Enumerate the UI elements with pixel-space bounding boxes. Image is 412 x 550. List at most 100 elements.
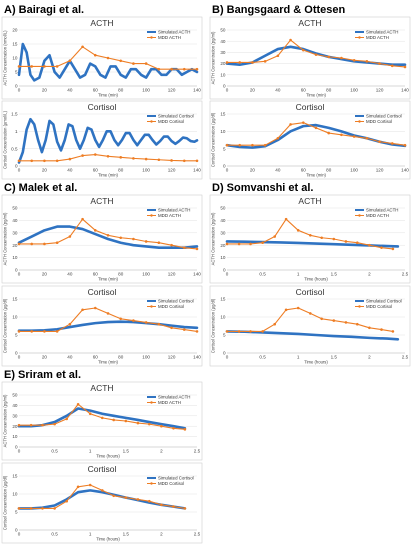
x-tick-label: 0.5	[259, 355, 266, 360]
mdd-data-point	[53, 507, 56, 510]
x-tick-label: 40	[67, 272, 73, 277]
y-tick-label: 20	[12, 243, 18, 248]
y-tick-label: 0	[15, 528, 18, 533]
mdd-data-point	[55, 330, 59, 333]
mdd-data-point	[309, 312, 312, 315]
mdd-data-point	[225, 330, 229, 333]
mdd-data-point	[380, 246, 383, 249]
mdd-data-point	[136, 421, 140, 425]
mdd-data-point	[106, 154, 110, 158]
mdd-data-point	[132, 237, 135, 241]
mdd-data-point	[17, 159, 21, 163]
mdd-data-point	[390, 64, 394, 68]
mdd-data-point	[68, 235, 72, 238]
x-tick-label: 80	[118, 272, 124, 277]
legend-label: MDD Cortisol	[158, 481, 184, 486]
mdd-data-point	[68, 322, 72, 326]
mdd-data-point	[88, 412, 92, 416]
mdd-data-point	[30, 242, 34, 246]
x-tick-label: 120	[376, 168, 384, 173]
mdd-data-point	[41, 423, 44, 427]
legend-label: MDD Cortisol	[366, 119, 392, 124]
mdd-data-point	[289, 38, 292, 42]
mdd-data-point	[273, 235, 277, 238]
x-tick-label: 40	[67, 168, 73, 173]
chart-e-acth: ACTH 0 10 20 30 40 50 0 0.5 1 1.5 2 2.5 Time (hours) A…	[1, 381, 203, 461]
mdd-data-point	[17, 242, 21, 246]
y-tick-label: 50	[12, 206, 18, 211]
mdd-data-point	[289, 123, 292, 126]
mdd-data-point	[160, 424, 163, 428]
legend-marker	[150, 36, 153, 39]
chart-d-cortisol: Cortisol 0 5 10 15 0 0.5 1 1.5 2 2.5 Time (hours) Co…	[209, 285, 411, 367]
x-tick-label: 80	[118, 88, 124, 93]
mdd-data-point	[368, 243, 371, 247]
y-tick-label: 0	[15, 445, 18, 450]
legend-label: MDD Cortisol	[366, 304, 392, 309]
mdd-data-point	[30, 65, 34, 68]
y-tick-label: 40	[220, 218, 226, 223]
x-tick-label: 100	[142, 355, 150, 360]
x-tick-label: 1	[297, 272, 300, 277]
x-tick-label: 140	[401, 88, 409, 93]
legend-label: Simulated ACTH	[366, 30, 398, 35]
chart-title: ACTH	[90, 18, 113, 28]
y-tick-label: 5	[223, 146, 226, 151]
x-tick-label: 0	[226, 168, 229, 173]
mdd-data-point	[276, 54, 280, 58]
x-tick-label: 40	[275, 168, 281, 173]
y-axis-label: ACTH Concentration (pg/ml)	[3, 394, 8, 447]
mdd-data-point	[284, 308, 288, 312]
mdd-data-point	[144, 157, 148, 161]
chart-title: ACTH	[90, 383, 113, 393]
legend-label: MDD Cortisol	[158, 119, 184, 124]
mdd-data-point	[320, 317, 323, 321]
chart-frame	[209, 16, 411, 100]
panel-heading-a: A) Bairagi et al.	[4, 4, 84, 16]
mdd-data-point	[327, 55, 331, 59]
chart-frame	[1, 100, 203, 180]
mdd-data-point	[344, 321, 348, 324]
mdd-data-point	[55, 65, 59, 68]
x-tick-label: 20	[250, 168, 256, 173]
y-tick-label: 0	[15, 351, 18, 356]
legend-label: MDD ACTH	[158, 35, 181, 40]
chart-a-acth: ACTH 0 5 10 15 20 0 20 40 60 80 100 120 140 Time (min)…	[1, 16, 203, 100]
chart-title: Cortisol	[88, 464, 117, 474]
mdd-data-point	[170, 67, 173, 71]
y-tick-label: 10	[220, 315, 226, 320]
mdd-data-point	[124, 419, 128, 423]
legend-marker	[358, 36, 361, 39]
x-tick-label: 0.5	[259, 272, 266, 277]
y-tick-label: 0.5	[11, 146, 18, 151]
x-tick-label: 1.5	[331, 355, 338, 360]
x-tick-label: 40	[67, 88, 73, 93]
mdd-data-point	[365, 60, 369, 63]
mdd-data-point	[301, 48, 305, 52]
y-tick-label: 10	[12, 315, 18, 320]
x-tick-label: 120	[168, 168, 176, 173]
mdd-data-point	[276, 136, 280, 140]
mdd-data-point	[249, 330, 252, 333]
mdd-data-point	[237, 330, 241, 333]
legend-label: MDD ACTH	[158, 213, 181, 218]
x-tick-label: 1.5	[331, 272, 338, 277]
mdd-data-point	[225, 61, 229, 64]
mdd-data-point	[182, 328, 186, 331]
mdd-data-point	[30, 159, 34, 163]
y-tick-label: 0	[223, 164, 226, 169]
chart-frame	[1, 285, 203, 367]
x-tick-label: 40	[67, 355, 73, 360]
y-tick-label: 40	[12, 403, 18, 408]
legend-label: MDD Cortisol	[158, 304, 184, 309]
chart-frame	[1, 16, 203, 100]
x-tick-label: 60	[301, 88, 307, 93]
mdd-data-point	[160, 503, 163, 507]
mdd-data-point	[29, 423, 33, 427]
chart-title: Cortisol	[88, 102, 117, 112]
mdd-series-line	[18, 484, 186, 509]
legend-label: MDD ACTH	[366, 35, 389, 40]
chart-b-cortisol: Cortisol 0 5 10 15 0 20 40 60 80 100 120 140 Time (mi…	[209, 100, 411, 180]
mdd-data-point	[320, 236, 323, 240]
mdd-data-point	[112, 418, 115, 422]
